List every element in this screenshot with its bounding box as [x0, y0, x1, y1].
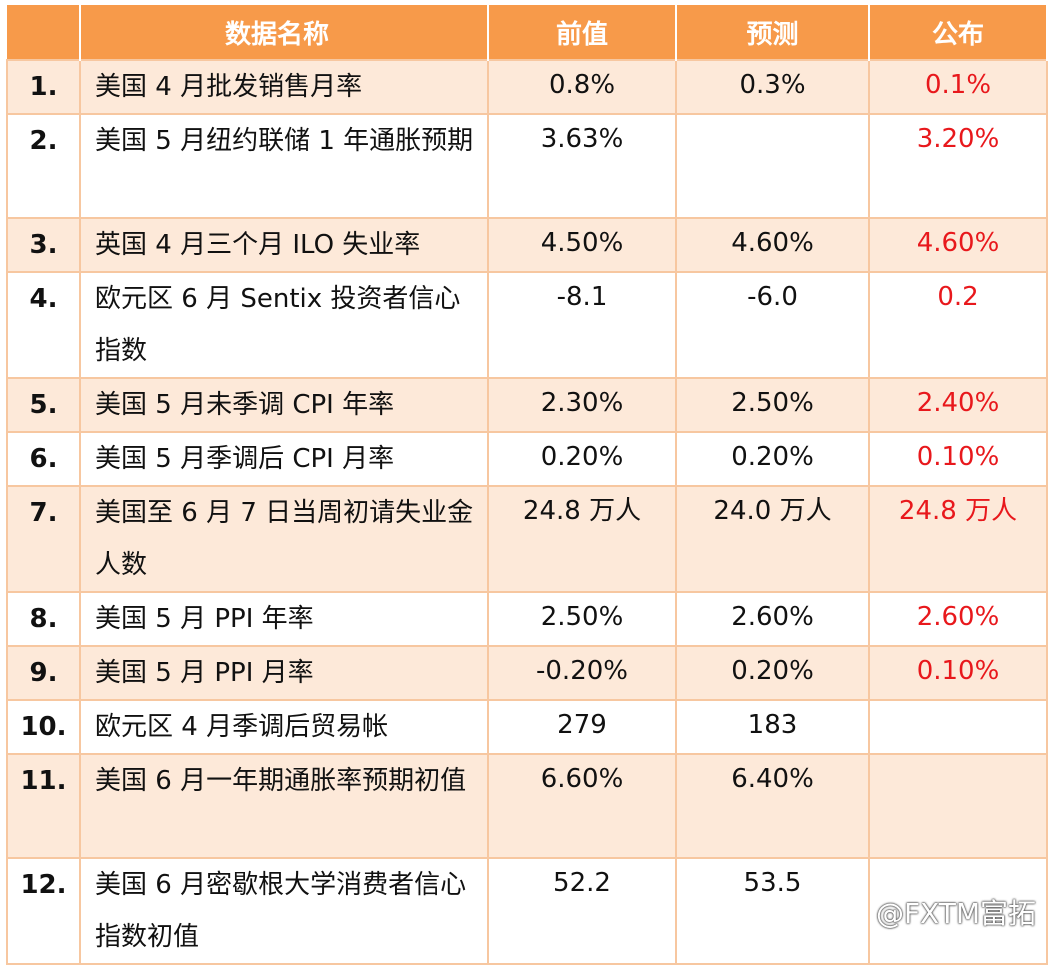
row-previous-value: 0.20% [487, 431, 677, 487]
row-actual-value [868, 699, 1048, 755]
header-previous: 前值 [488, 5, 677, 60]
row-number: 3. [6, 217, 81, 273]
row-previous-value: 279 [487, 699, 677, 755]
header-data-name: 数据名称 [80, 5, 489, 60]
row-forecast-value: 53.5 [675, 857, 870, 965]
table-row: 10. 欧元区 4 月季调后贸易帐 279 183 [6, 699, 1048, 755]
table-row: 3. 英国 4 月三个月 ILO 失业率 4.50% 4.60% 4.60% [6, 217, 1048, 273]
row-number: 8. [6, 591, 81, 647]
row-number: 4. [6, 271, 81, 379]
economic-data-table-container: 数据名称 前值 预测 公布 1. 美国 4 月批发销售月率 0.8% 0.3% 0.1%… [6, 5, 1048, 965]
row-forecast-value: 0.20% [675, 645, 870, 701]
row-forecast-value: 0.3% [675, 59, 870, 115]
fxtm-watermark: @FXTM富拓 [875, 897, 1036, 930]
row-previous-value: -0.20% [487, 645, 677, 701]
row-actual-value: 24.8 万人 [868, 485, 1048, 593]
row-data-name: 美国 4 月批发销售月率 [79, 59, 489, 115]
row-data-name: 美国 5 月季调后 CPI 月率 [79, 431, 489, 487]
row-number: 7. [6, 485, 81, 593]
row-actual-value: 2.60% [868, 591, 1048, 647]
row-number: 1. [6, 59, 81, 115]
table-row: 11. 美国 6 月一年期通胀率预期初值 6.60% 6.40% [6, 753, 1048, 859]
row-previous-value: 6.60% [487, 753, 677, 859]
row-previous-value: 3.63% [487, 113, 677, 219]
row-data-name: 美国 5 月 PPI 月率 [79, 645, 489, 701]
row-previous-value: 24.8 万人 [487, 485, 677, 593]
row-actual-value: 0.2 [868, 271, 1048, 379]
row-actual-value: 2.40% [868, 377, 1048, 433]
table-row: 4. 欧元区 6 月 Sentix 投资者信心指数 -8.1 -6.0 0.2 [6, 271, 1048, 379]
row-forecast-value: 2.60% [675, 591, 870, 647]
row-data-name: 美国 5 月 PPI 年率 [79, 591, 489, 647]
row-actual-value: 0.1% [868, 59, 1048, 115]
row-previous-value: 0.8% [487, 59, 677, 115]
row-number: 12. [6, 857, 81, 965]
row-number: 9. [6, 645, 81, 701]
row-data-name: 美国至 6 月 7 日当周初请失业金人数 [79, 485, 489, 593]
row-data-name: 美国 6 月一年期通胀率预期初值 [79, 753, 489, 859]
table-row: 2. 美国 5 月纽约联储 1 年通胀预期 3.63% 3.20% [6, 113, 1048, 219]
row-data-name: 欧元区 6 月 Sentix 投资者信心指数 [79, 271, 489, 379]
table-row: 5. 美国 5 月未季调 CPI 年率 2.30% 2.50% 2.40% [6, 377, 1048, 433]
row-data-name: 美国 6 月密歇根大学消费者信心指数初值 [79, 857, 489, 965]
row-previous-value: 2.50% [487, 591, 677, 647]
row-actual-value: 4.60% [868, 217, 1048, 273]
row-forecast-value: 4.60% [675, 217, 870, 273]
row-number: 2. [6, 113, 81, 219]
row-previous-value: 2.30% [487, 377, 677, 433]
row-data-name: 美国 5 月纽约联储 1 年通胀预期 [79, 113, 489, 219]
table-row: 7. 美国至 6 月 7 日当周初请失业金人数 24.8 万人 24.0 万人 24.8… [6, 485, 1048, 593]
table-row: 8. 美国 5 月 PPI 年率 2.50% 2.60% 2.60% [6, 591, 1048, 647]
row-number: 10. [6, 699, 81, 755]
row-number: 11. [6, 753, 81, 859]
row-forecast-value: -6.0 [675, 271, 870, 379]
row-actual-value: 3.20% [868, 113, 1048, 219]
row-forecast-value: 6.40% [675, 753, 870, 859]
row-actual-value [868, 753, 1048, 859]
row-forecast-value [675, 113, 870, 219]
row-actual-value [868, 857, 1048, 965]
row-actual-value: 0.10% [868, 431, 1048, 487]
header-number [7, 5, 81, 60]
table-row: 9. 美国 5 月 PPI 月率 -0.20% 0.20% 0.10% [6, 645, 1048, 701]
row-forecast-value: 24.0 万人 [675, 485, 870, 593]
row-forecast-value: 0.20% [675, 431, 870, 487]
row-previous-value: -8.1 [487, 271, 677, 379]
table-header-row: 数据名称 前值 预测 公布 [7, 5, 1048, 60]
row-data-name: 美国 5 月未季调 CPI 年率 [79, 377, 489, 433]
row-actual-value: 0.10% [868, 645, 1048, 701]
row-forecast-value: 183 [675, 699, 870, 755]
table-row: 1. 美国 4 月批发销售月率 0.8% 0.3% 0.1% [6, 59, 1048, 115]
row-number: 5. [6, 377, 81, 433]
row-forecast-value: 2.50% [675, 377, 870, 433]
row-number: 6. [6, 431, 81, 487]
row-previous-value: 52.2 [487, 857, 677, 965]
header-actual: 公布 [869, 5, 1048, 60]
table-row: 6. 美国 5 月季调后 CPI 月率 0.20% 0.20% 0.10% [6, 431, 1048, 487]
header-forecast: 预测 [676, 5, 870, 60]
economic-data-table: 数据名称 前值 预测 公布 1. 美国 4 月批发销售月率 0.8% 0.3% 0.1%… [6, 5, 1048, 965]
table-row: 12. 美国 6 月密歇根大学消费者信心指数初值 52.2 53.5 [6, 857, 1048, 965]
row-previous-value: 4.50% [487, 217, 677, 273]
row-data-name: 欧元区 4 月季调后贸易帐 [79, 699, 489, 755]
row-data-name: 英国 4 月三个月 ILO 失业率 [79, 217, 489, 273]
